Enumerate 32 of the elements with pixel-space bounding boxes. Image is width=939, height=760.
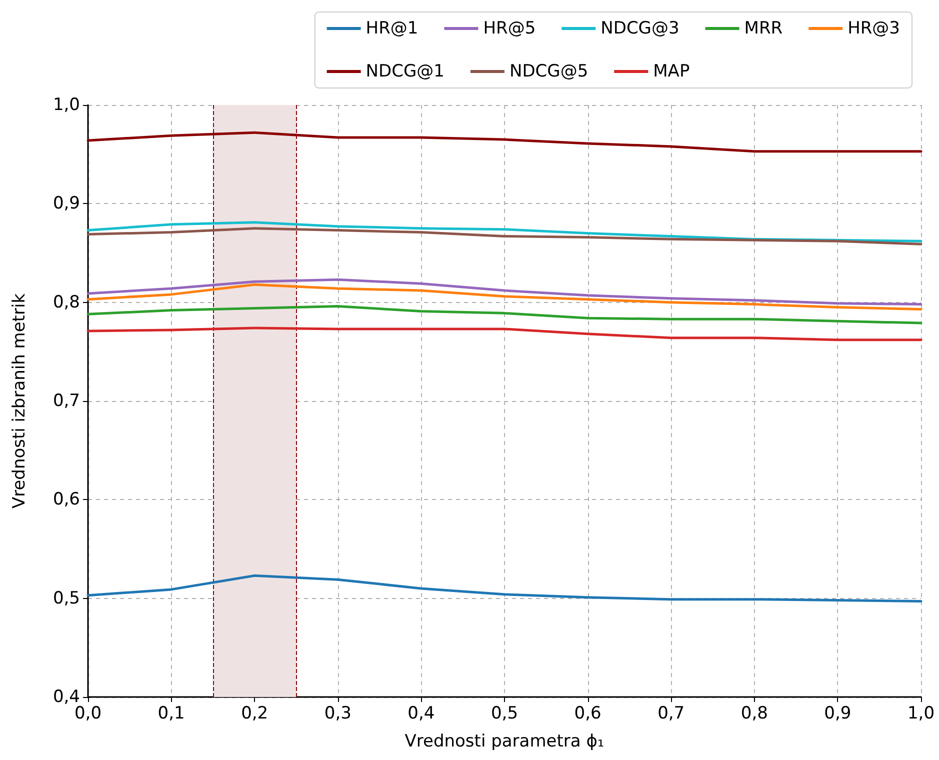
- x-tick-label: 0,8: [740, 704, 768, 724]
- y-tick-label: 0,8: [52, 292, 80, 312]
- legend-label: MRR: [744, 18, 783, 38]
- y-tick-label: 0,9: [52, 194, 80, 214]
- line-series: [86, 227, 922, 246]
- x-tick-label: 0,3: [324, 704, 352, 724]
- line-series: [86, 326, 922, 342]
- x-tick-label: 0,6: [574, 704, 602, 724]
- y-axis-title: Vrednosti izbranih metrik: [10, 293, 30, 509]
- y-tick-label: 0,5: [52, 588, 80, 608]
- legend-label: NDCG@1: [366, 62, 444, 82]
- y-tick-label: 1,0: [52, 95, 80, 115]
- legend-label: MAP: [653, 62, 690, 82]
- line-series: [86, 278, 922, 306]
- legend-label: HR@5: [483, 18, 536, 38]
- x-tick-label: 0,2: [241, 704, 268, 724]
- x-tick-label: 0,1: [158, 704, 185, 724]
- legend-label: NDCG@3: [600, 18, 680, 38]
- x-tick-label: 0,9: [824, 704, 852, 724]
- line-series: [86, 305, 922, 324]
- y-tick-label: 0,7: [52, 391, 80, 411]
- legend-label: NDCG@5: [509, 62, 588, 82]
- line-series: [86, 574, 922, 603]
- x-tick-label: 0,4: [408, 704, 435, 724]
- x-axis-title: Vrednosti parametra ϕ₁: [404, 732, 604, 752]
- legend-label: HR@3: [848, 18, 900, 38]
- y-tick-label: 0,6: [52, 490, 80, 510]
- line-series: [86, 283, 922, 310]
- x-tick-label: 0,5: [490, 704, 518, 724]
- legend-label: HR@1: [366, 18, 418, 38]
- x-tick-label: 0,7: [658, 704, 685, 724]
- x-tick-label: 1,0: [907, 704, 935, 724]
